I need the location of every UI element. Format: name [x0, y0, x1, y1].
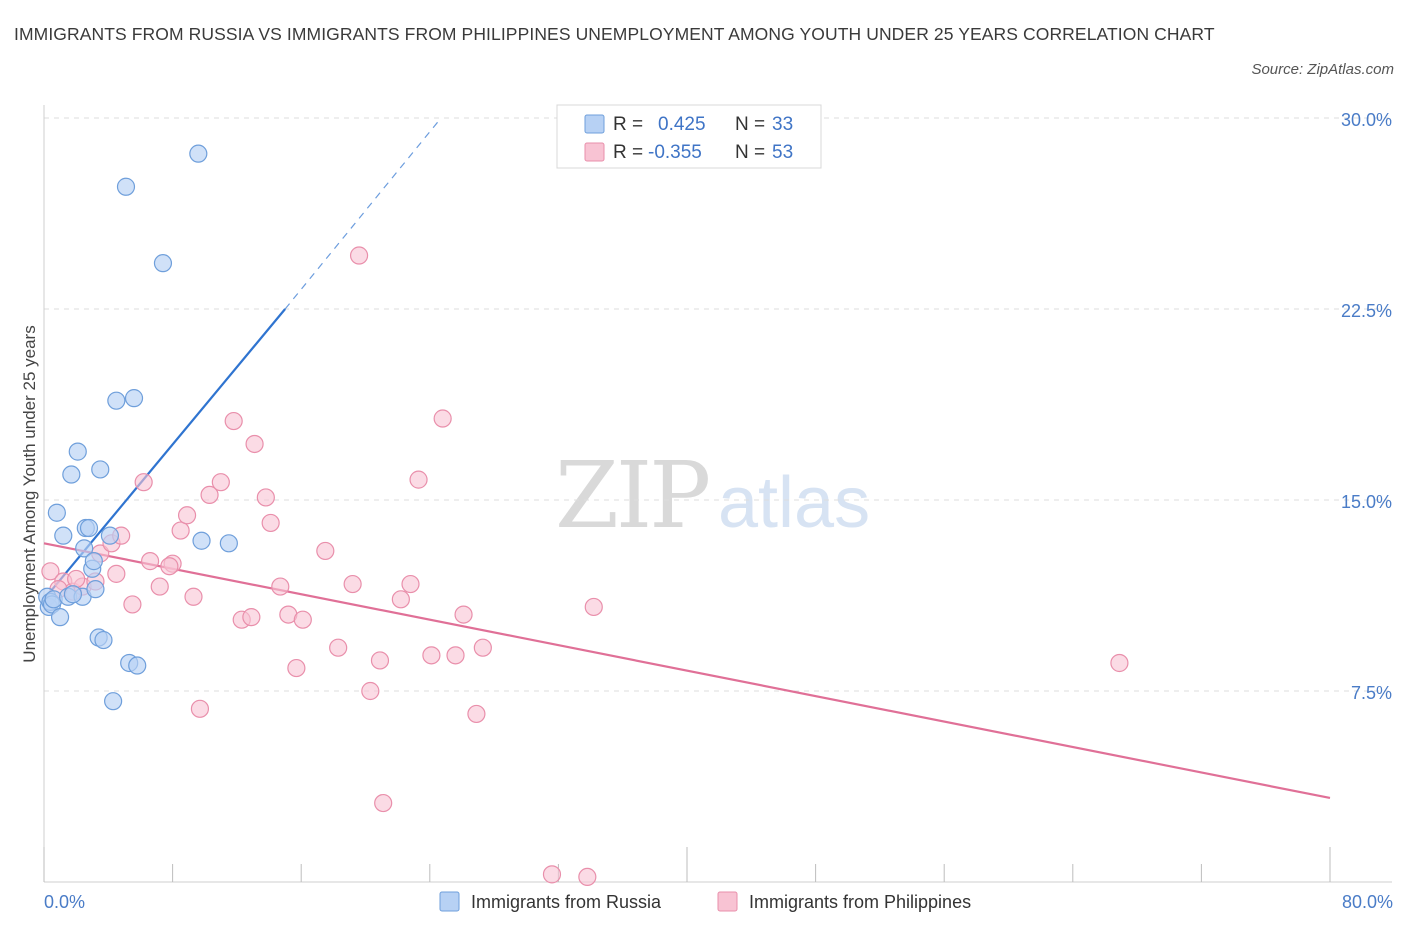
philippines-point [454, 605, 473, 624]
russia-point [68, 442, 87, 461]
russia-point [75, 539, 94, 558]
russia-point [192, 531, 211, 550]
philippines-point [584, 597, 603, 617]
philippines-point [370, 651, 390, 670]
philippines-point [150, 577, 169, 596]
philippines-point [446, 646, 465, 665]
philippines-point [542, 865, 562, 884]
russia-point [84, 552, 103, 571]
russia-point [153, 254, 173, 273]
russia-point [50, 608, 70, 627]
philippines-point [171, 521, 190, 540]
philippines-point [211, 473, 230, 492]
philippines-point [467, 704, 486, 724]
philippines-point [374, 793, 393, 813]
philippines-point [391, 590, 410, 609]
philippines-point [245, 434, 264, 454]
legend: Immigrants from Russia Immigrants from P… [439, 891, 971, 912]
stats-box: R = 0.425 N = 33 R = -0.355 N = 53 [556, 104, 822, 169]
source-label: Source: ZipAtlas.com [1251, 61, 1394, 78]
stats-phil-n-value: 53 [772, 142, 793, 163]
philippines-point [256, 488, 275, 507]
russia-point [91, 460, 110, 479]
philippines-points [41, 246, 1129, 887]
watermark-atlas: atlas [718, 463, 870, 543]
y-tick-labels: 7.5% 15.0% 22.5% 30.0% [1341, 110, 1392, 703]
x-tick-label: 80.0% [1342, 892, 1393, 912]
y-axis-label: Unemployment Among Youth under 25 years [20, 325, 39, 662]
russia-point [219, 534, 238, 553]
chart-title: IMMIGRANTS FROM RUSSIA VS IMMIGRANTS FRO… [14, 24, 1215, 44]
philippines-point [271, 577, 290, 596]
philippines-point [422, 646, 441, 665]
stats-russia-r-label: R = [613, 114, 643, 135]
russia-point [54, 526, 73, 545]
russia-point [124, 389, 144, 408]
legend-label-russia: Immigrants from Russia [471, 892, 662, 912]
philippines-point [177, 506, 197, 525]
stats-swatch-philippines [584, 142, 605, 162]
philippines-point [401, 574, 420, 594]
russia-point [47, 503, 66, 522]
russia-point [104, 692, 123, 711]
philippines-point [261, 513, 280, 533]
russia-point [116, 177, 136, 196]
philippines-point [123, 595, 142, 614]
philippines-point [433, 409, 452, 428]
x-tick-label: 0.0% [44, 892, 85, 912]
philippines-point [67, 569, 86, 589]
philippines-point [242, 608, 261, 627]
stats-russia-r-value: 0.425 [658, 114, 706, 135]
y-tick-label: 7.5% [1351, 683, 1392, 703]
philippines-point [361, 681, 380, 701]
y-tick-label: 30.0% [1341, 110, 1392, 130]
philippines-point [184, 587, 203, 606]
philippines-point [1110, 653, 1129, 673]
stats-russia-n-label: N = [735, 114, 765, 135]
philippines-point [190, 699, 210, 718]
gridlines [44, 117, 1392, 692]
y-tick-label: 15.0% [1341, 492, 1392, 512]
stats-phil-n-label: N = [735, 142, 765, 163]
russia-point [100, 526, 120, 545]
russia-point [62, 465, 81, 484]
russia-point [86, 580, 105, 599]
philippines-point [224, 411, 243, 431]
philippines-point [329, 638, 348, 657]
russia-point [189, 144, 208, 163]
philippines-point [316, 541, 335, 561]
stats-russia-n-value: 33 [772, 114, 793, 135]
russia-point [107, 391, 126, 410]
philippines-point [578, 867, 597, 887]
russia-point [128, 656, 147, 675]
philippines-trend-line [43, 542, 1331, 800]
philippines-point [349, 246, 369, 265]
philippines-point [107, 564, 126, 583]
philippines-point [473, 638, 492, 657]
stats-swatch-russia [584, 114, 605, 134]
philippines-point [134, 473, 153, 492]
philippines-point [409, 470, 428, 489]
stats-phil-r-label: R = [613, 142, 643, 163]
russia-trend-extension [284, 117, 442, 310]
philippines-point [140, 552, 160, 571]
philippines-point [293, 610, 312, 629]
philippines-point [160, 557, 179, 576]
philippines-point [41, 562, 60, 581]
russia-point [63, 585, 83, 604]
philippines-point [200, 485, 219, 505]
russia-points [38, 144, 238, 711]
legend-swatch-philippines [717, 891, 738, 912]
watermark-zip: ZIP [555, 442, 708, 549]
philippines-point [343, 574, 362, 594]
russia-point [79, 518, 99, 538]
y-tick-label: 22.5% [1341, 301, 1392, 321]
legend-label-philippines: Immigrants from Philippines [749, 892, 971, 912]
philippines-point [287, 658, 306, 678]
x-tick-labels: 0.0% 80.0% [44, 892, 1393, 912]
stats-phil-r-value: -0.355 [648, 142, 702, 163]
legend-swatch-russia [439, 891, 460, 912]
russia-point [94, 630, 113, 650]
